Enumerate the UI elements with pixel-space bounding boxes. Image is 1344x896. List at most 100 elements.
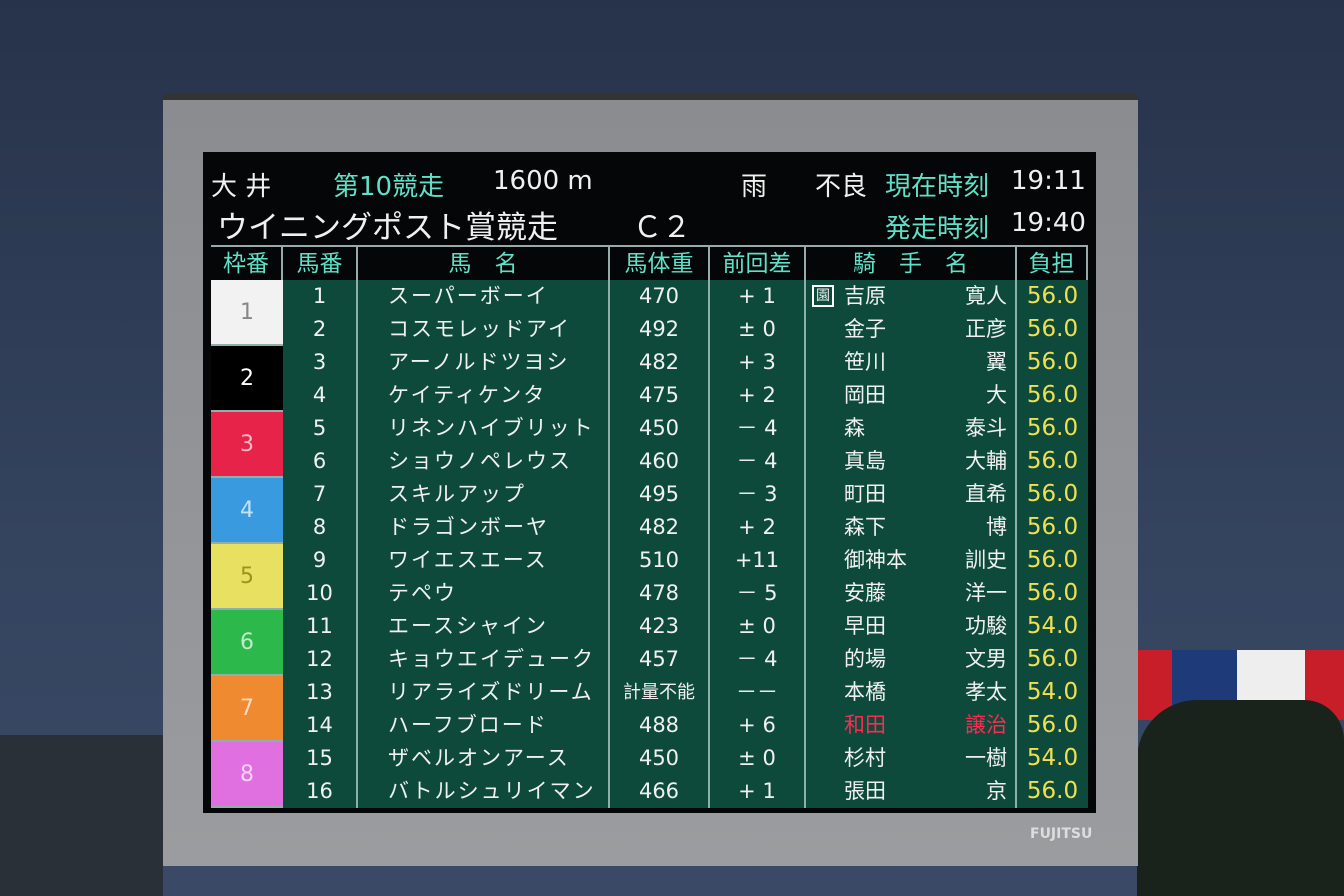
jockey-surname: 吉原 [844,284,886,308]
jockey-surname: 張田 [844,779,886,803]
table-row: 6 ショウノペレウス 460 － 4 真島 大輔 56.0 [211,445,1088,478]
horse-name: スーパーボーイ [358,280,610,313]
horse-number: 10 [283,577,358,610]
horse-weight: 466 [610,775,710,808]
column-header: 前回差 [710,247,806,282]
jockey-surname: 和田 [844,713,886,737]
weight-carried: 56.0 [1017,280,1088,313]
horse-name: ドラゴンボーヤ [358,511,610,544]
table-row: 10 テペウ 478 － 5 安藤 洋一 56.0 [211,577,1088,610]
horse-number: 2 [283,313,358,346]
horse-weight: 457 [610,643,710,676]
table-header: 枠番 馬番馬 名馬体重 前回差騎 手 名負担 [211,245,1088,282]
track-name: 大 井 [211,172,272,202]
frame-number-5: 5 [211,544,283,610]
table-row: 5 リネンハイブリット 450 － 4 森 泰斗 56.0 [211,412,1088,445]
weight-diff: － 4 [710,643,806,676]
frame-number-3: 3 [211,412,283,478]
horse-weight: 450 [610,412,710,445]
jockey: 杉村 一樹 [806,742,1017,775]
horse-name: バトルシュリイマン [358,775,610,808]
horse-number: 4 [283,379,358,412]
horse-name: リネンハイブリット [358,412,610,445]
horse-weight: 423 [610,610,710,643]
horse-weight: 475 [610,379,710,412]
table-row: 2 コスモレッドアイ 492 ± 0 金子 正彦 56.0 [211,313,1088,346]
jockey-given-name: 翼 [986,350,1007,374]
horse-weight: 450 [610,742,710,775]
weight-carried: 56.0 [1017,478,1088,511]
horse-name: テペウ [358,577,610,610]
column-header: 馬番 [283,247,358,282]
weight-diff: ± 0 [710,313,806,346]
horse-weight: 計量不能 [610,676,710,709]
horse-number: 12 [283,643,358,676]
frame-number-7: 7 [211,676,283,742]
table-row: 15 ザベルオンアース 450 ± 0 杉村 一樹 54.0 [211,742,1088,775]
table-row: 13 リアライズドリーム 計量不能 －－ 本橋 孝太 54.0 [211,676,1088,709]
weight-carried: 56.0 [1017,709,1088,742]
jockey-given-name: 大 [986,383,1007,407]
frame-number-6: 6 [211,610,283,676]
jockey: 張田 京 [806,775,1017,808]
jockey-given-name: 京 [986,779,1007,803]
jockey-given-name: 直希 [965,482,1007,506]
jockey-surname: 的場 [844,647,886,671]
jockey: 和田 譲治 [806,709,1017,742]
start-time: 19:40 [1011,208,1086,238]
horse-number: 11 [283,610,358,643]
jockey-given-name: 大輔 [965,449,1007,473]
weight-diff: + 2 [710,379,806,412]
weight-carried: 56.0 [1017,577,1088,610]
jockey-given-name: 功駿 [965,614,1007,638]
jockey: 岡田 大 [806,379,1017,412]
weight-carried: 54.0 [1017,676,1088,709]
race-name: ウイニングポスト賞競走 [217,210,558,246]
jockey-surname: 岡田 [844,383,886,407]
jockey: 的場 文男 [806,643,1017,676]
jockey-given-name: 訓史 [965,548,1007,572]
horse-name: コスモレッドアイ [358,313,610,346]
sponsor-logo: FUJITSU [1030,826,1093,842]
jockey-given-name: 孝太 [965,680,1007,704]
horse-weight: 482 [610,346,710,379]
jockey-surname: 森 [844,416,865,440]
frame-number-2: 2 [211,346,283,412]
column-header: 負担 [1017,247,1088,282]
jockey-surname: 早田 [844,614,886,638]
table-row: 12 キョウエイデューク 457 － 4 的場 文男 56.0 [211,643,1088,676]
weight-diff: ± 0 [710,610,806,643]
weight-diff: + 3 [710,346,806,379]
weight-diff: ± 0 [710,742,806,775]
jockey-given-name: 洋一 [965,581,1007,605]
horse-name: スキルアップ [358,478,610,511]
frame-number-8: 8 [211,742,283,808]
weather: 雨 [741,172,768,202]
table-row: 3 アーノルドツヨシ 482 + 3 笹川 翼 56.0 [211,346,1088,379]
weight-carried: 56.0 [1017,775,1088,808]
start-time-label: 発走時刻 [885,214,990,244]
jockey-surname: 安藤 [844,581,886,605]
current-time: 19:11 [1011,166,1086,196]
table-row: 7 スキルアップ 495 － 3 町田 直希 56.0 [211,478,1088,511]
horse-name: キョウエイデューク [358,643,610,676]
horse-name: ショウノペレウス [358,445,610,478]
horse-weight: 510 [610,544,710,577]
horse-number: 16 [283,775,358,808]
weight-carried: 56.0 [1017,511,1088,544]
weight-carried: 56.0 [1017,544,1088,577]
horse-number: 3 [283,346,358,379]
weight-diff: － 4 [710,412,806,445]
horse-number: 15 [283,742,358,775]
weight-diff: － 4 [710,445,806,478]
jockey-surname: 御神本 [844,548,907,572]
weight-diff: － 5 [710,577,806,610]
jockey: 真島 大輔 [806,445,1017,478]
horse-name: リアライズドリーム [358,676,610,709]
horse-number: 6 [283,445,358,478]
horse-number: 9 [283,544,358,577]
jockey-given-name: 寛人 [965,284,1007,308]
weight-diff: + 2 [710,511,806,544]
jockey: 本橋 孝太 [806,676,1017,709]
horse-name: ケイティケンタ [358,379,610,412]
